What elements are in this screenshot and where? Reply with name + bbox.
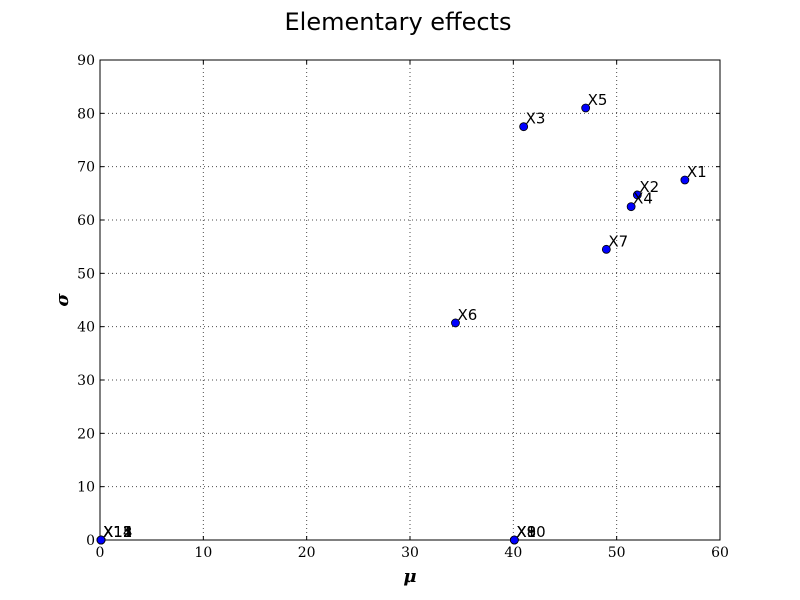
data-label-x3: X3	[526, 110, 546, 128]
grid-layer	[100, 60, 720, 540]
data-label-x13: X13	[103, 523, 132, 541]
data-point-x1	[680, 175, 690, 185]
x-tick-label: 30	[401, 545, 419, 561]
data-point-x6	[451, 318, 460, 328]
data-point-x7	[601, 244, 611, 254]
data-point-x4	[626, 202, 636, 212]
data-label-x5: X5	[588, 91, 608, 109]
x-tick-label: 60	[711, 545, 729, 561]
y-tick-label: 40	[77, 320, 95, 336]
y-tick-label: 0	[86, 533, 95, 549]
data-label-x14: X14	[103, 523, 132, 541]
y-tick-label: 80	[77, 106, 95, 122]
x-tick-label: 40	[504, 545, 522, 561]
y-tick-label: 60	[77, 213, 95, 229]
data-label-x9: X9	[516, 523, 536, 541]
x-tick-label: 50	[608, 545, 626, 561]
x-tick-label: 20	[298, 545, 316, 561]
data-label-x15: X15	[103, 523, 132, 541]
x-tick-label: 0	[96, 545, 105, 561]
data-label-x12: X12	[103, 523, 132, 541]
data-label-x4: X4	[633, 190, 653, 208]
data-point-x2	[632, 190, 642, 200]
y-tick-label: 70	[77, 160, 95, 176]
data-point-x15	[96, 535, 106, 545]
data-label-x6: X6	[457, 306, 477, 324]
tick-layer: 0 10 20 30 40 50 60 0 10 20 30 40 50 60 70 80 90	[77, 53, 729, 561]
y-axis-label: σ	[52, 293, 73, 307]
chart-title: Elementary effects	[285, 8, 512, 36]
data-point-x10	[509, 535, 519, 545]
data-label-x7: X7	[608, 232, 628, 250]
data-label-x11: X11	[103, 523, 132, 541]
y-tick-label: 90	[77, 53, 95, 69]
data-label-x1: X1	[687, 163, 707, 181]
data-label-x2: X2	[639, 178, 659, 196]
x-tick-label: 10	[194, 545, 212, 561]
y-tick-label: 10	[77, 480, 95, 496]
y-tick-label: 50	[77, 266, 95, 282]
y-tick-label: 20	[77, 426, 95, 442]
x-axis-label: μ	[403, 566, 416, 587]
y-tick-label: 30	[77, 373, 95, 389]
data-point-x3	[519, 122, 529, 132]
data-label-x10: X10	[516, 523, 545, 541]
data-label-x8: X8	[516, 523, 536, 541]
data-point-x5	[581, 103, 591, 113]
